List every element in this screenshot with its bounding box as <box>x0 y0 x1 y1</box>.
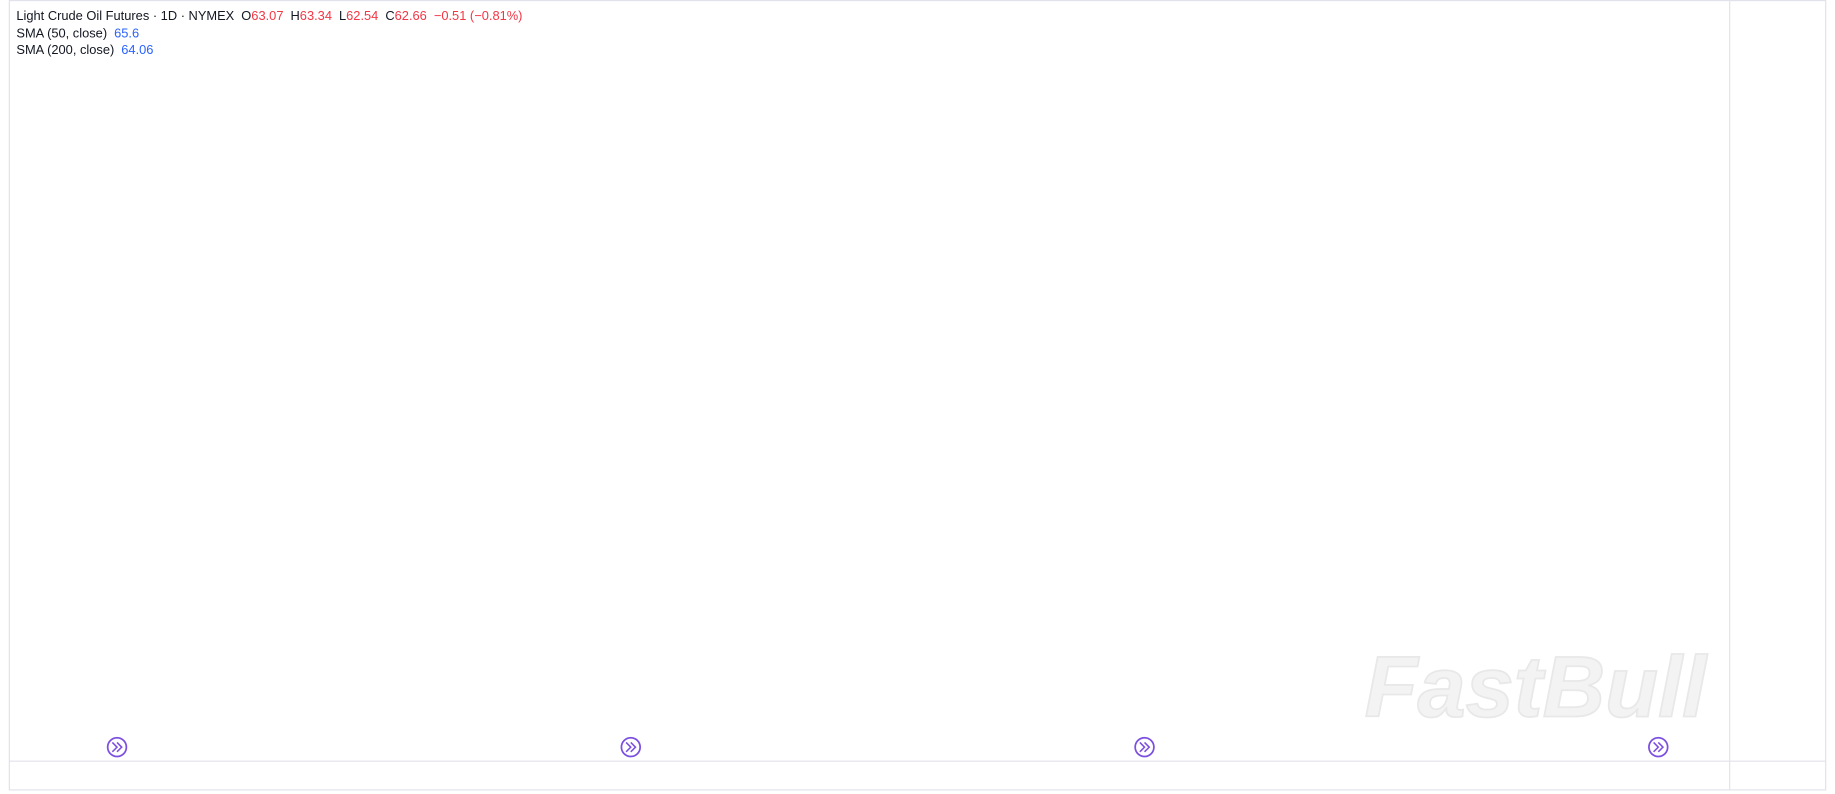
indicator-legend: SMA (50, close) 65.6 <box>16 25 139 40</box>
ohlc-value: 62.54 <box>346 8 378 23</box>
indicator-name: SMA (200, close) <box>16 42 114 57</box>
ohlc-label: H <box>291 8 300 23</box>
watermark: FastBull <box>1365 640 1709 736</box>
ohlc-value: 63.34 <box>300 8 332 23</box>
event-marker[interactable] <box>106 736 128 758</box>
ohlc-label: C <box>385 8 394 23</box>
event-marker[interactable] <box>1134 736 1155 758</box>
indicator-value: 65.6 <box>114 25 139 40</box>
event-marker[interactable] <box>620 736 642 758</box>
ohlc-value: 62.66 <box>395 8 427 23</box>
event-markers <box>106 736 1669 758</box>
ohlc-label: L <box>339 8 346 23</box>
indicator-legend: SMA (200, close) 64.06 <box>16 42 153 57</box>
ohlc-value: 63.07 <box>251 8 283 23</box>
event-marker[interactable] <box>1648 736 1669 758</box>
symbol-title: Light Crude Oil Futures · 1D · NYMEX <box>16 8 234 23</box>
indicator-name: SMA (50, close) <box>16 25 107 40</box>
legend: Light Crude Oil Futures · 1D · NYMEX O63.… <box>16 8 522 57</box>
header: Light Crude Oil Futures · 1D · NYMEX O63.… <box>16 8 522 23</box>
indicator-value: 64.06 <box>121 42 153 57</box>
ohlc-label: O <box>241 8 251 23</box>
frame <box>8 0 1827 791</box>
change: −0.51 (−0.81%) <box>434 8 523 23</box>
